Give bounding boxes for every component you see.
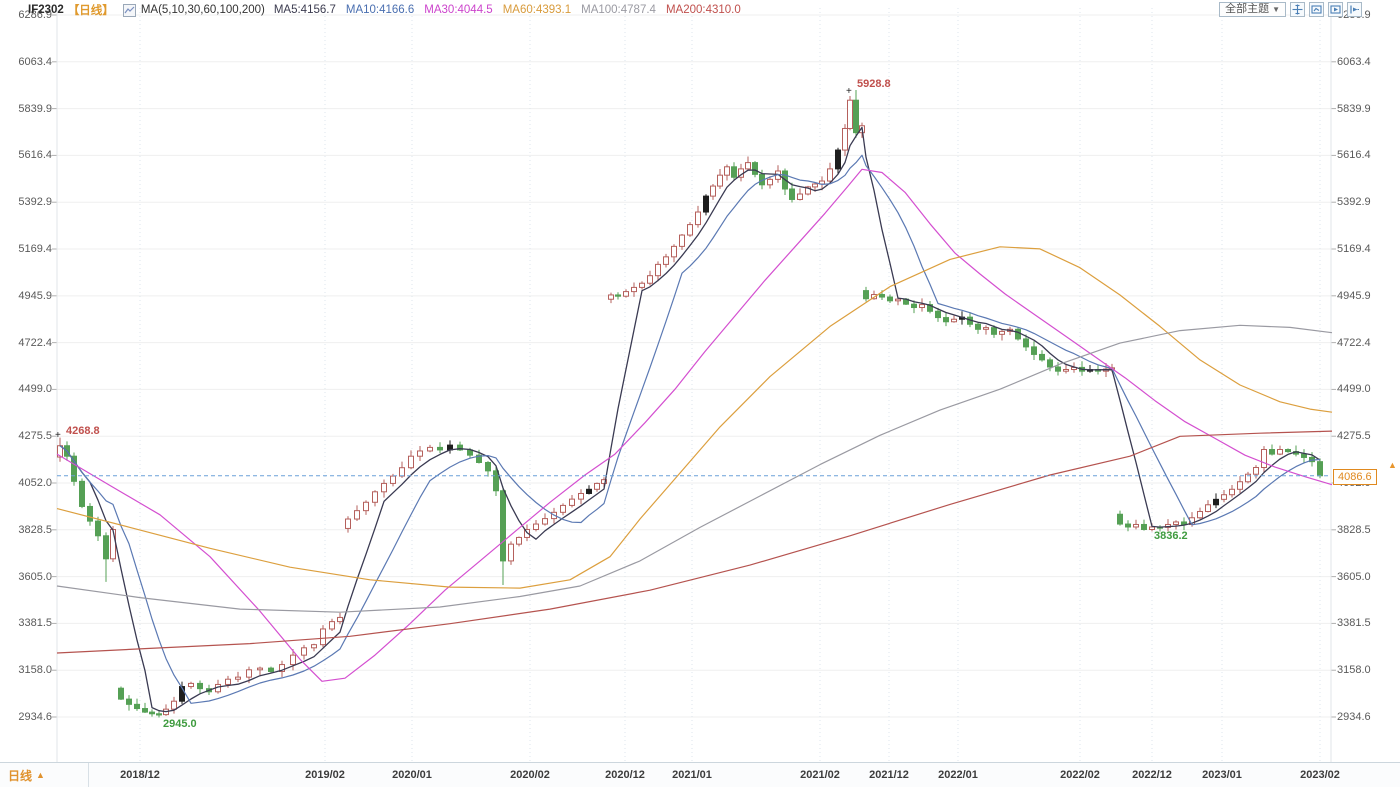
ma-params-label: MA(5,10,30,60,100,200) <box>140 4 265 16</box>
y-axis-label: 6063.4 <box>1337 55 1371 68</box>
x-axis-label: 2020/02 <box>510 769 550 781</box>
period-label: 日线 <box>8 768 33 783</box>
price-annotation: 2945.0 <box>163 718 197 730</box>
y-axis-label: 4275.5 <box>1337 430 1371 443</box>
ma-legend-item: MA60:4393.1 <box>502 4 572 16</box>
y-axis-label: 2934.6 <box>18 711 52 723</box>
y-axis-label: 4945.9 <box>18 289 52 302</box>
period-tag: 【日线】 <box>67 5 114 17</box>
y-axis-label: 3828.5 <box>1337 523 1371 536</box>
crosshair-icon[interactable] <box>1290 2 1305 17</box>
x-axis-label: 2021/12 <box>869 769 909 781</box>
ma-legend-item: MA10:4166.6 <box>345 4 415 16</box>
ma-values: MA5:4156.7 MA10:4166.6 MA30:4044.5 MA60:439… <box>274 4 741 16</box>
price-position-icon: ▲ <box>1388 459 1397 470</box>
shift-right-icon[interactable] <box>1347 2 1362 17</box>
y-axis-label: 5839.9 <box>18 102 52 115</box>
price-annotation: 5928.8 <box>857 78 891 90</box>
y-axis-label: 5839.9 <box>1337 102 1371 115</box>
x-axis-label: 2022/02 <box>1060 769 1100 781</box>
chart-toolbar: 全部主题 ▼ <box>1219 2 1362 17</box>
x-axis-label: 2021/01 <box>672 769 712 781</box>
peak-marker-icon: + <box>846 86 852 97</box>
ma-legend-item: MA100:4787.4 <box>581 4 656 16</box>
x-axis-label: 2023/02 <box>1300 769 1340 781</box>
y-axis-label: 4722.4 <box>18 336 52 349</box>
indicator-icon <box>122 3 136 17</box>
peak-marker-icon: + <box>55 430 61 441</box>
y-axis-label: 5616.4 <box>18 149 52 162</box>
y-axis-label: 4499.0 <box>1337 383 1371 396</box>
y-axis-label: 6286.9 <box>18 9 52 21</box>
y-axis-label: 4275.5 <box>18 430 52 443</box>
x-axis-label: 2023/01 <box>1202 769 1242 781</box>
chart-legend: IF2302 【日线】 MA(5,10,30,60,100,200) MA5:4… <box>28 2 741 18</box>
symbol-label: IF2302 <box>28 4 64 16</box>
y-axis-label: 6063.4 <box>18 55 52 68</box>
y-axis-label: 3381.5 <box>18 617 52 630</box>
y-axis-label: 3158.0 <box>18 664 52 677</box>
ma-legend-item: MA30:4044.5 <box>424 4 493 16</box>
play-forward-icon[interactable] <box>1328 2 1343 17</box>
x-axis-label: 2019/02 <box>305 769 345 781</box>
y-axis-label: 5392.9 <box>1337 196 1371 209</box>
y-axis-label: 3828.5 <box>18 523 52 536</box>
period-selector[interactable]: 日线 ▲ <box>0 763 89 787</box>
last-price-tag: 4086.6 <box>1333 468 1377 485</box>
price-annotation: 3836.2 <box>1154 530 1188 542</box>
y-axis-label: 5169.4 <box>1337 243 1371 255</box>
ma-legend-item: MA5:4156.7 <box>273 4 336 16</box>
y-axis-label: 4052.0 <box>18 477 52 489</box>
y-axis-label: 3605.0 <box>18 570 52 583</box>
ma-legend-item: MA200:4310.0 <box>665 4 741 16</box>
theme-dropdown-label: 全部主题 <box>1225 3 1270 15</box>
x-axis-label: 2021/02 <box>800 769 840 781</box>
x-axis-label: 2020/01 <box>392 769 432 781</box>
y-axis-label: 4945.9 <box>1337 289 1371 302</box>
price-annotation: 4268.8 <box>66 425 100 437</box>
x-axis-label: 2022/01 <box>938 769 978 781</box>
y-axis-label: 3381.5 <box>1337 617 1371 630</box>
y-axis-label: 3158.0 <box>1337 664 1371 677</box>
y-axis-label: 5616.4 <box>1337 149 1371 162</box>
y-axis-label: 5392.9 <box>18 196 52 209</box>
x-axis-label: 2022/12 <box>1132 769 1172 781</box>
x-axis-label: 2020/12 <box>605 769 645 781</box>
x-axis-label: 2018/12 <box>120 769 160 781</box>
y-axis-label: 4499.0 <box>18 383 52 396</box>
y-axis-label: 4722.4 <box>1337 336 1371 349</box>
triangle-up-icon: ▲ <box>36 770 45 780</box>
y-axis-label: 5169.4 <box>18 243 52 255</box>
chevron-down-icon: ▼ <box>1272 5 1280 14</box>
y-axis-label: 3605.0 <box>1337 570 1371 583</box>
time-axis-bar: 日线 ▲ 2018/12 2019/02 2020/01 2020/02 2020/12… <box>0 762 1400 787</box>
fit-chart-icon[interactable] <box>1309 2 1324 17</box>
y-axis-label: 2934.6 <box>1337 711 1371 723</box>
theme-dropdown[interactable]: 全部主题 ▼ <box>1219 2 1286 17</box>
